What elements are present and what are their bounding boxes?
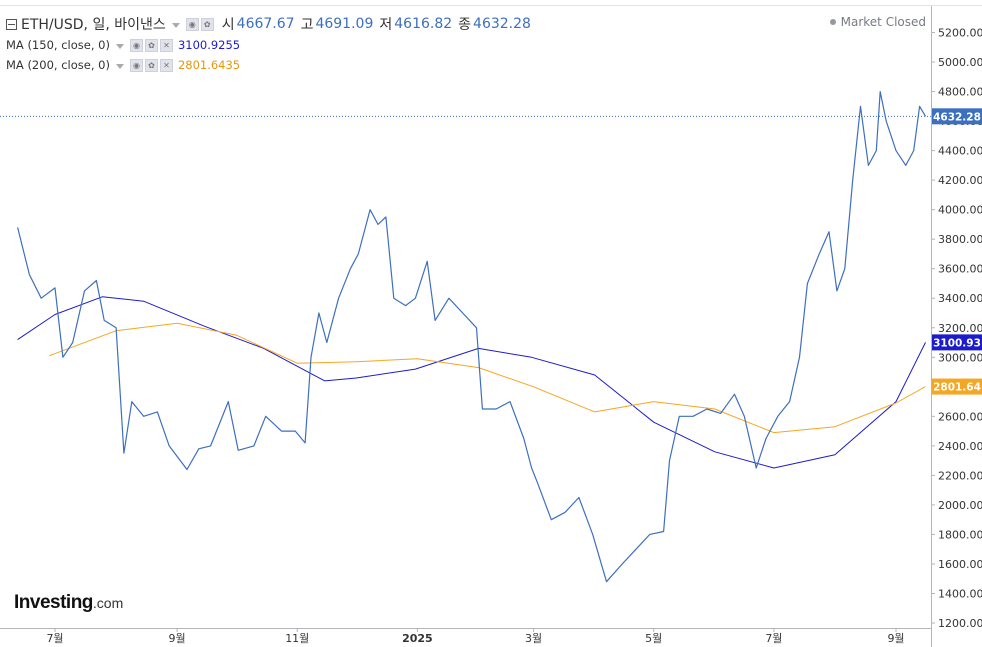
chevron-down-icon[interactable] xyxy=(115,63,124,69)
ma150-legend: MA (150, close, 0) ◉ ✿ ✕ 3100.9255 xyxy=(6,38,240,52)
high-value: 4691.09 xyxy=(315,16,374,32)
x-tick-label: 2025 xyxy=(402,632,433,645)
plot-area xyxy=(0,6,931,628)
chevron-down-icon[interactable] xyxy=(115,43,124,49)
eye-icon[interactable]: ◉ xyxy=(129,38,143,52)
low-label: 저 xyxy=(379,17,393,33)
close-label: 종 xyxy=(458,17,472,33)
y-tick-label: 2600.00 xyxy=(938,410,982,423)
ma150-label[interactable]: MA (150, close, 0) xyxy=(6,38,110,52)
price-label-box xyxy=(932,334,982,351)
price-line xyxy=(17,91,927,583)
ma200-legend: MA (200, close, 0) ◉ ✿ ✕ 2801.6435 xyxy=(6,58,240,72)
close-icon[interactable]: ✕ xyxy=(159,38,173,52)
y-tick-label: 3400.00 xyxy=(938,292,982,305)
investing-logo: Investing.com xyxy=(14,592,123,614)
x-tick-label: 7월 xyxy=(46,632,63,645)
status-dot-icon xyxy=(829,19,836,25)
y-tick-label: 1800.00 xyxy=(938,528,982,541)
x-tick-label: 3월 xyxy=(525,632,542,645)
y-tick-label: 3800.00 xyxy=(938,233,982,246)
x-tick-label: 11월 xyxy=(285,632,309,645)
eye-icon[interactable]: ◉ xyxy=(129,58,143,72)
price-label-text: 3100.93 xyxy=(933,337,981,349)
y-tick-label: 5000.00 xyxy=(938,56,982,69)
gear-icon[interactable]: ✿ xyxy=(144,58,158,72)
eye-icon[interactable]: ◉ xyxy=(185,17,199,31)
y-tick-label: 2400.00 xyxy=(938,440,982,453)
y-tick-label: 2000.00 xyxy=(938,499,982,512)
logo-suffix: .com xyxy=(92,595,124,611)
logo-text: Investing xyxy=(14,592,93,613)
gear-icon[interactable]: ✿ xyxy=(200,17,214,31)
y-tick-label: 4400.00 xyxy=(938,145,982,158)
y-tick-label: 1400.00 xyxy=(938,587,982,600)
ma200-label[interactable]: MA (200, close, 0) xyxy=(6,58,110,72)
price-label-box xyxy=(932,378,982,395)
y-tick-label: 3000.00 xyxy=(938,351,982,364)
symbol-controls: ◉ ✿ xyxy=(185,17,216,31)
market-status: Market Closed xyxy=(829,15,926,29)
high-label: 고 xyxy=(300,17,314,33)
y-tick-label: 3200.00 xyxy=(938,322,982,335)
y-tick-label: 3600.00 xyxy=(938,263,982,276)
y-tick-label: 1200.00 xyxy=(938,617,982,630)
y-tick-label: 1600.00 xyxy=(938,558,982,571)
ma150-value: 3100.9255 xyxy=(177,38,241,52)
open-value: 4667.67 xyxy=(236,16,295,32)
ma150-controls: ◉ ✿ ✕ xyxy=(129,38,175,52)
y-tick-label: 2200.00 xyxy=(938,469,982,482)
ma200-line xyxy=(48,322,926,434)
x-tick-label: 7월 xyxy=(765,632,782,645)
open-label: 시 xyxy=(221,17,235,33)
price-label-box xyxy=(932,108,982,125)
x-tick-label: 9월 xyxy=(887,632,904,645)
chevron-down-icon[interactable] xyxy=(171,22,180,28)
y-tick-label: 5200.00 xyxy=(938,27,982,40)
y-tick-label: 4800.00 xyxy=(938,86,982,99)
x-tick-label: 9월 xyxy=(169,632,186,645)
symbol-legend: ETH/USD, 일, 바이낸스 ◉ ✿ 시 4667.67 고 4691.09 저… xyxy=(6,14,531,34)
price-label-text: 4632.28 xyxy=(933,111,981,123)
y-tick-label: 4200.00 xyxy=(938,174,982,187)
x-tick-label: 5월 xyxy=(645,632,662,645)
market-status-text: Market Closed xyxy=(840,15,926,29)
close-icon[interactable]: ✕ xyxy=(159,58,173,72)
ma200-value: 2801.6435 xyxy=(177,58,241,72)
ma200-controls: ◉ ✿ ✕ xyxy=(129,58,175,72)
collapse-icon[interactable] xyxy=(6,18,17,30)
ma150-line xyxy=(17,296,926,469)
close-value: 4632.28 xyxy=(473,16,531,32)
symbol-title[interactable]: ETH/USD, 일, 바이낸스 xyxy=(21,17,166,33)
y-tick-label: 4000.00 xyxy=(938,204,982,217)
price-label-text: 2801.64 xyxy=(933,382,981,394)
gear-icon[interactable]: ✿ xyxy=(144,38,158,52)
low-value: 4616.82 xyxy=(394,16,453,32)
